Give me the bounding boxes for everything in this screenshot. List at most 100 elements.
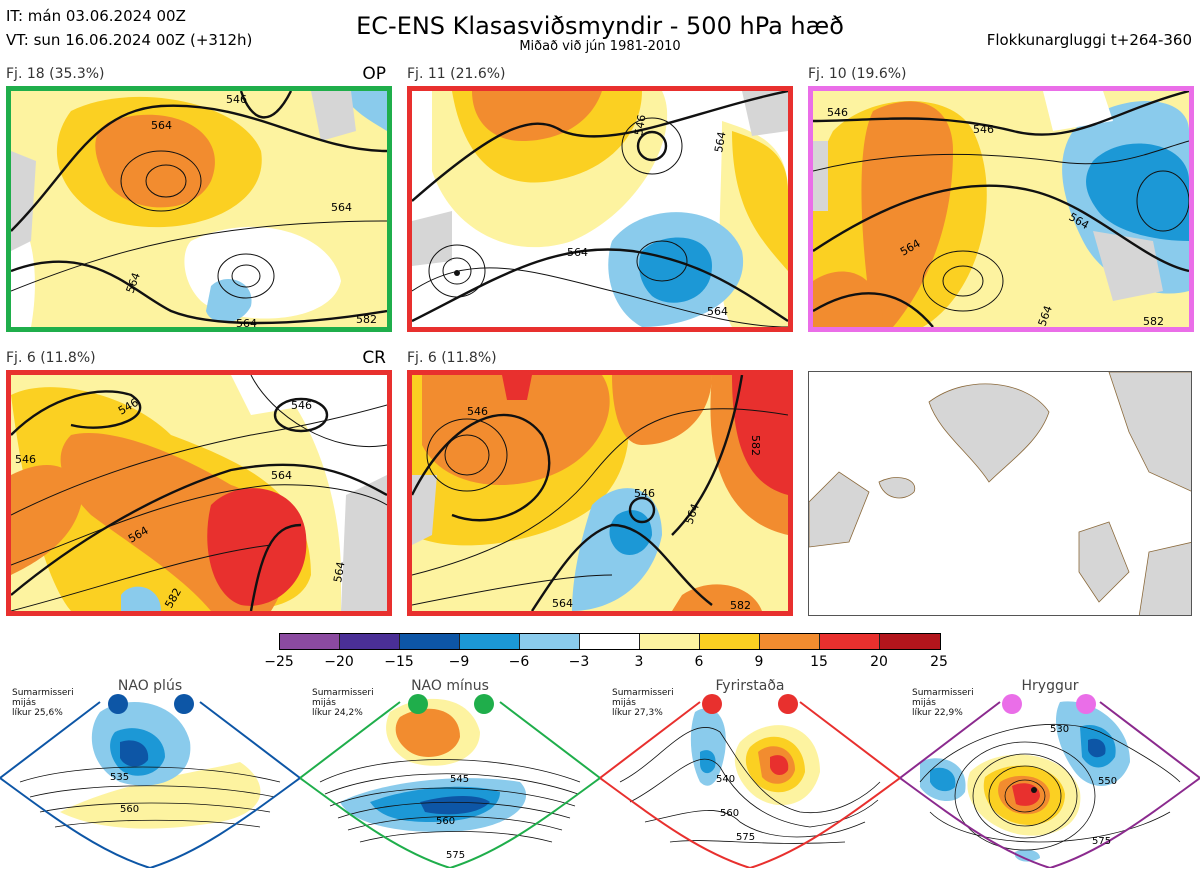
regime-note-line: líkur 27,3% (612, 708, 663, 718)
color-scale-tick: −25 (264, 654, 294, 670)
regime-nao-minus[interactable]: 545 560 575 NAO mínus Sumarmisseri mijás… (300, 672, 600, 868)
regime-note-line: líkur 25,6% (12, 708, 63, 718)
color-scale-tick: −9 (448, 654, 470, 670)
cluster-panel-1[interactable]: Fj. 18 (35.3%) OP 564 (6, 64, 392, 332)
regime-marker-icon (702, 694, 722, 714)
regime-marker-icon (1002, 694, 1022, 714)
contour-label: 546 (827, 106, 848, 119)
cluster-label: Fj. 11 (21.6%) (407, 66, 506, 82)
color-scale-tick: 3 (634, 654, 644, 670)
regime-title: NAO mínus (411, 678, 489, 694)
regime-map: 535 560 (0, 694, 300, 868)
regime-map: 530 550 575 (900, 694, 1200, 868)
regime-marker-icon (474, 694, 494, 714)
regime-title: Fyrirstaða (715, 678, 785, 694)
color-scale-swatch (460, 634, 520, 649)
high-center-marker (1031, 787, 1037, 793)
color-scale-swatch (880, 634, 940, 649)
regime-marker-icon (408, 694, 428, 714)
cluster-panel-4[interactable]: Fj. 6 (11.8%) CR (6, 348, 392, 616)
regime-marker-icon (778, 694, 798, 714)
color-scale-swatch (700, 634, 760, 649)
cluster-label: Fj. 18 (35.3%) (6, 66, 105, 82)
color-scale-swatch (280, 634, 340, 649)
regime-note-line: mijás (912, 698, 936, 708)
cluster-map: 546 546 564 564 582 582 (407, 370, 793, 616)
cluster-map: 546 564 564 564 (407, 86, 793, 332)
contour-label: 564 (271, 469, 292, 482)
regime-marker-icon (174, 694, 194, 714)
regime-note-line: Sumarmisseri (12, 688, 74, 698)
contour-label: 582 (1143, 315, 1164, 327)
regime-map: 545 560 575 (300, 694, 600, 868)
contour-label: 535 (110, 772, 129, 783)
regime-title: NAO plús (117, 678, 183, 694)
contour-label: 546 (467, 405, 488, 418)
regime-blocking[interactable]: 540 560 575 Fyrirstaða Sumarmisseri mijá… (600, 672, 900, 868)
contour-label: 545 (450, 774, 469, 785)
contour-label: 564 (552, 597, 573, 610)
regime-note-line: mijás (612, 698, 636, 708)
color-scale-tick: 25 (930, 654, 948, 670)
contour-label: 564 (331, 561, 347, 584)
cluster-panel-5[interactable]: Fj. 6 (11.8%) (407, 350, 793, 616)
cluster-window: Flokkunargluggi t+264-360 (986, 31, 1192, 49)
regime-marker-icon (1076, 694, 1096, 714)
regime-note-line: mijás (312, 698, 336, 708)
cluster-panel-2[interactable]: Fj. 11 (21.6%) (407, 66, 793, 332)
color-scale-tick: −20 (324, 654, 354, 670)
regime-note-line: líkur 24,2% (312, 708, 363, 718)
color-scale-swatch (520, 634, 580, 649)
anomaly-map: 546 564 564 564 (412, 91, 788, 327)
contour-label: 560 (436, 816, 455, 827)
contour-label: 560 (720, 808, 739, 819)
anomaly-map: 564 564 546 564 564 582 (11, 91, 387, 327)
color-scale-bar (279, 633, 941, 650)
regime-marker-icon (108, 694, 128, 714)
contour-label: 560 (120, 804, 139, 815)
color-scale-swatch (400, 634, 460, 649)
contour-label: 546 (634, 487, 655, 500)
cluster-tag: OP (362, 64, 386, 84)
contour-label: 530 (1050, 724, 1069, 735)
regime-note: Sumarmisseri mijás líkur 27,3% (612, 688, 674, 718)
contour-label: 564 (331, 201, 352, 214)
color-scale-tick: −15 (384, 654, 414, 670)
contour-label: 575 (446, 850, 465, 861)
cluster-map: 546 546 564 564 564 582 546 (6, 370, 392, 616)
contour-label: 540 (716, 774, 735, 785)
contour-label: 564 (151, 119, 172, 132)
regime-note: Sumarmisseri mijás líkur 25,6% (12, 688, 74, 718)
contour-label: 564 (567, 246, 588, 259)
color-scale-tick: −3 (568, 654, 590, 670)
anomaly-map: 546 546 564 564 564 582 (813, 91, 1189, 327)
cluster-tag: CR (362, 348, 386, 368)
regime-map: 540 560 575 (600, 694, 900, 868)
header-times: IT: mán 03.06.2024 00Z VT: sun 16.06.202… (6, 4, 252, 52)
basemap (809, 372, 1191, 615)
contour-label: 564 (236, 317, 257, 327)
color-scale-tick: 15 (810, 654, 828, 670)
empty-basemap (808, 371, 1192, 616)
contour-label: 564 (707, 305, 728, 318)
color-scale-swatch (760, 634, 820, 649)
anomaly-map: 546 546 564 564 564 582 546 (11, 375, 387, 611)
color-scale-tick: 20 (870, 654, 888, 670)
low-center-marker (454, 270, 460, 276)
contour-label: 546 (291, 399, 312, 412)
cluster-panel-3[interactable]: Fj. 10 (19.6%) 546 546 (808, 66, 1194, 332)
regime-title: Hryggur (1021, 678, 1079, 694)
contour-label: 582 (730, 599, 751, 611)
page-title: EC-ENS Klasasviðsmyndir - 500 hPa hæð (356, 12, 844, 40)
contour-label: 582 (356, 313, 377, 326)
contour-label: 546 (226, 93, 247, 106)
color-scale-tick: 6 (694, 654, 704, 670)
cluster-map: 564 564 546 564 564 582 (6, 86, 392, 332)
cluster-map: 546 546 564 564 564 582 (808, 86, 1194, 332)
regime-note: Sumarmisseri mijás líkur 24,2% (312, 688, 374, 718)
regime-nao-plus[interactable]: 535 560 NAO plús Sumarmisseri mijás líku… (0, 672, 300, 868)
regime-ridge[interactable]: 530 550 575 Hryggur Sumarmisseri mijás l… (900, 672, 1200, 868)
cluster-label: Fj. 6 (11.8%) (407, 350, 497, 366)
contour-label: 546 (15, 453, 36, 466)
regime-note-line: Sumarmisseri (912, 688, 974, 698)
